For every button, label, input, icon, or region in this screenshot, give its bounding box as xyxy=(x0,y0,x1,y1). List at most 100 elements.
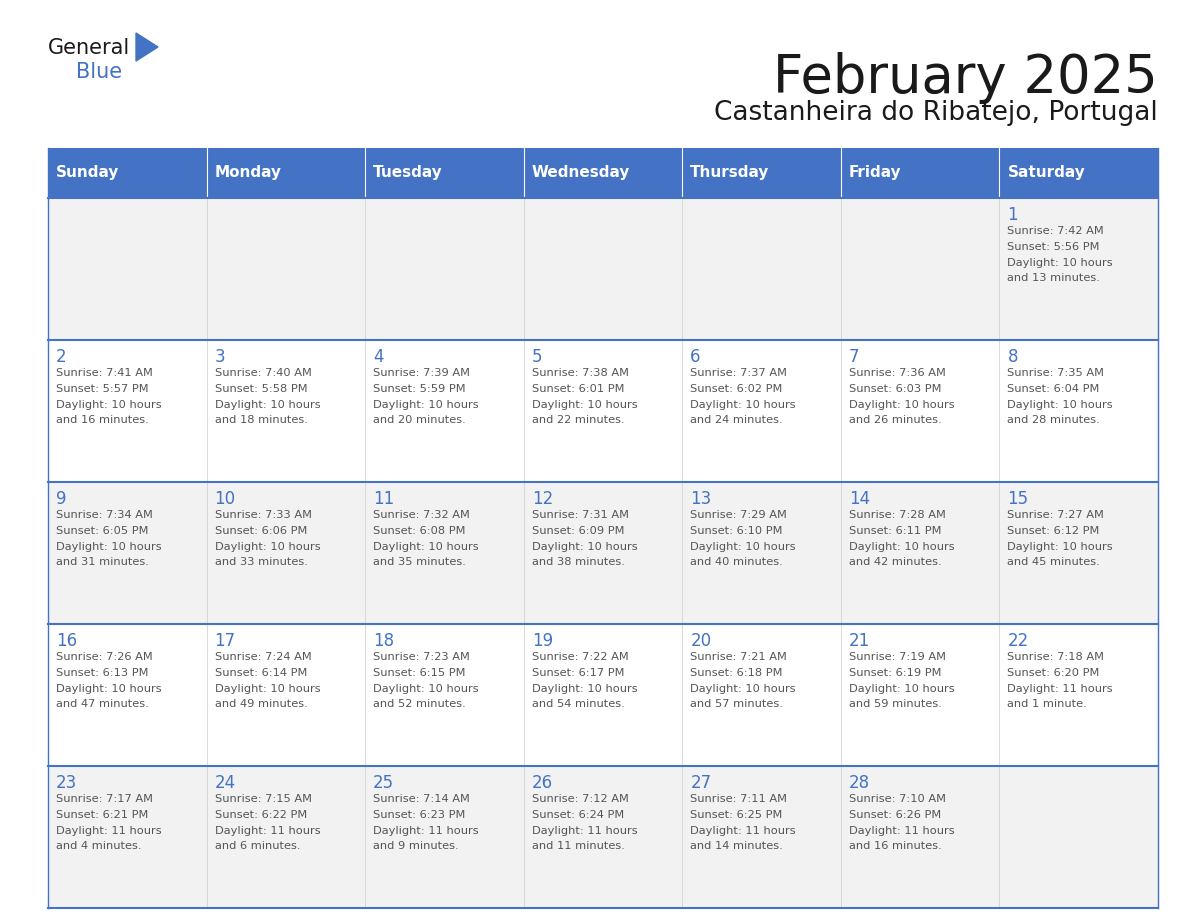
Text: Daylight: 10 hours: Daylight: 10 hours xyxy=(1007,258,1113,268)
Text: 25: 25 xyxy=(373,774,394,792)
Text: and 47 minutes.: and 47 minutes. xyxy=(56,699,148,709)
Text: Sunrise: 7:27 AM: Sunrise: 7:27 AM xyxy=(1007,510,1105,520)
Text: Sunset: 5:58 PM: Sunset: 5:58 PM xyxy=(215,384,308,394)
Text: Sunrise: 7:35 AM: Sunrise: 7:35 AM xyxy=(1007,368,1105,378)
Text: Daylight: 10 hours: Daylight: 10 hours xyxy=(215,400,321,410)
Bar xyxy=(48,482,1158,624)
Text: 10: 10 xyxy=(215,490,235,508)
Text: February 2025: February 2025 xyxy=(773,52,1158,104)
Text: Sunrise: 7:22 AM: Sunrise: 7:22 AM xyxy=(532,652,628,662)
Text: 4: 4 xyxy=(373,348,384,366)
Text: Daylight: 10 hours: Daylight: 10 hours xyxy=(532,542,637,552)
Text: Sunset: 6:13 PM: Sunset: 6:13 PM xyxy=(56,668,148,678)
Bar xyxy=(524,148,682,198)
Text: Sunrise: 7:39 AM: Sunrise: 7:39 AM xyxy=(373,368,470,378)
Text: Sunset: 6:18 PM: Sunset: 6:18 PM xyxy=(690,668,783,678)
Bar xyxy=(48,148,207,198)
Text: Saturday: Saturday xyxy=(1007,165,1085,181)
Text: Sunrise: 7:34 AM: Sunrise: 7:34 AM xyxy=(56,510,153,520)
Text: 21: 21 xyxy=(849,632,870,650)
Text: Sunset: 6:03 PM: Sunset: 6:03 PM xyxy=(849,384,941,394)
Text: and 1 minute.: and 1 minute. xyxy=(1007,699,1087,709)
Text: and 18 minutes.: and 18 minutes. xyxy=(215,415,308,425)
Text: Daylight: 11 hours: Daylight: 11 hours xyxy=(1007,684,1113,694)
Text: Sunset: 6:08 PM: Sunset: 6:08 PM xyxy=(373,526,466,536)
Text: 9: 9 xyxy=(56,490,67,508)
Text: and 35 minutes.: and 35 minutes. xyxy=(373,557,466,567)
Text: 17: 17 xyxy=(215,632,235,650)
Text: and 38 minutes.: and 38 minutes. xyxy=(532,557,625,567)
Text: Daylight: 10 hours: Daylight: 10 hours xyxy=(373,684,479,694)
Text: and 11 minutes.: and 11 minutes. xyxy=(532,841,625,851)
Text: Sunrise: 7:31 AM: Sunrise: 7:31 AM xyxy=(532,510,628,520)
Text: 11: 11 xyxy=(373,490,394,508)
Text: and 45 minutes.: and 45 minutes. xyxy=(1007,557,1100,567)
Bar xyxy=(207,148,365,198)
Bar xyxy=(48,198,1158,340)
Text: Daylight: 10 hours: Daylight: 10 hours xyxy=(56,400,162,410)
Text: Sunset: 6:01 PM: Sunset: 6:01 PM xyxy=(532,384,624,394)
Text: Sunset: 5:59 PM: Sunset: 5:59 PM xyxy=(373,384,466,394)
Text: Daylight: 10 hours: Daylight: 10 hours xyxy=(532,400,637,410)
Text: 2: 2 xyxy=(56,348,67,366)
Text: 8: 8 xyxy=(1007,348,1018,366)
Text: 6: 6 xyxy=(690,348,701,366)
Text: Wednesday: Wednesday xyxy=(532,165,630,181)
Text: and 31 minutes.: and 31 minutes. xyxy=(56,557,148,567)
Text: Sunset: 6:21 PM: Sunset: 6:21 PM xyxy=(56,810,148,820)
Bar xyxy=(48,766,1158,908)
Text: Daylight: 10 hours: Daylight: 10 hours xyxy=(690,400,796,410)
Text: 19: 19 xyxy=(532,632,552,650)
Text: 5: 5 xyxy=(532,348,542,366)
Text: 16: 16 xyxy=(56,632,77,650)
Bar xyxy=(365,148,524,198)
Text: Sunset: 6:09 PM: Sunset: 6:09 PM xyxy=(532,526,624,536)
Text: 15: 15 xyxy=(1007,490,1029,508)
Text: Daylight: 11 hours: Daylight: 11 hours xyxy=(690,826,796,836)
Text: Sunrise: 7:14 AM: Sunrise: 7:14 AM xyxy=(373,794,470,804)
Text: Sunrise: 7:23 AM: Sunrise: 7:23 AM xyxy=(373,652,470,662)
Text: Sunset: 6:26 PM: Sunset: 6:26 PM xyxy=(849,810,941,820)
Text: Sunrise: 7:17 AM: Sunrise: 7:17 AM xyxy=(56,794,153,804)
Text: Sunrise: 7:36 AM: Sunrise: 7:36 AM xyxy=(849,368,946,378)
Text: Sunset: 6:17 PM: Sunset: 6:17 PM xyxy=(532,668,624,678)
Text: Sunrise: 7:10 AM: Sunrise: 7:10 AM xyxy=(849,794,946,804)
Text: Daylight: 10 hours: Daylight: 10 hours xyxy=(690,684,796,694)
Text: Sunset: 6:15 PM: Sunset: 6:15 PM xyxy=(373,668,466,678)
Text: Sunrise: 7:29 AM: Sunrise: 7:29 AM xyxy=(690,510,788,520)
Text: Daylight: 11 hours: Daylight: 11 hours xyxy=(532,826,637,836)
Text: and 42 minutes.: and 42 minutes. xyxy=(849,557,941,567)
Text: Sunrise: 7:24 AM: Sunrise: 7:24 AM xyxy=(215,652,311,662)
Text: 22: 22 xyxy=(1007,632,1029,650)
Text: Daylight: 11 hours: Daylight: 11 hours xyxy=(215,826,321,836)
Text: Daylight: 10 hours: Daylight: 10 hours xyxy=(56,542,162,552)
Text: and 54 minutes.: and 54 minutes. xyxy=(532,699,625,709)
Text: Daylight: 10 hours: Daylight: 10 hours xyxy=(373,542,479,552)
Text: Sunset: 6:10 PM: Sunset: 6:10 PM xyxy=(690,526,783,536)
Text: Daylight: 10 hours: Daylight: 10 hours xyxy=(1007,400,1113,410)
Text: Castanheira do Ribatejo, Portugal: Castanheira do Ribatejo, Portugal xyxy=(714,100,1158,126)
Text: 27: 27 xyxy=(690,774,712,792)
Text: Daylight: 11 hours: Daylight: 11 hours xyxy=(849,826,954,836)
Text: Sunrise: 7:12 AM: Sunrise: 7:12 AM xyxy=(532,794,628,804)
Text: Daylight: 11 hours: Daylight: 11 hours xyxy=(373,826,479,836)
Text: Sunset: 6:14 PM: Sunset: 6:14 PM xyxy=(215,668,307,678)
Text: Sunrise: 7:21 AM: Sunrise: 7:21 AM xyxy=(690,652,788,662)
Text: Sunset: 6:25 PM: Sunset: 6:25 PM xyxy=(690,810,783,820)
Text: and 14 minutes.: and 14 minutes. xyxy=(690,841,783,851)
Text: Daylight: 10 hours: Daylight: 10 hours xyxy=(1007,542,1113,552)
Text: 18: 18 xyxy=(373,632,394,650)
Text: Sunday: Sunday xyxy=(56,165,119,181)
Text: 28: 28 xyxy=(849,774,870,792)
Text: Blue: Blue xyxy=(76,62,122,82)
Text: 23: 23 xyxy=(56,774,77,792)
Bar xyxy=(48,340,1158,482)
Text: Sunrise: 7:18 AM: Sunrise: 7:18 AM xyxy=(1007,652,1105,662)
Text: Daylight: 10 hours: Daylight: 10 hours xyxy=(849,684,954,694)
Text: Daylight: 10 hours: Daylight: 10 hours xyxy=(532,684,637,694)
Text: and 49 minutes.: and 49 minutes. xyxy=(215,699,308,709)
Text: Daylight: 10 hours: Daylight: 10 hours xyxy=(56,684,162,694)
Text: Sunset: 6:04 PM: Sunset: 6:04 PM xyxy=(1007,384,1100,394)
Text: Monday: Monday xyxy=(215,165,282,181)
Bar xyxy=(682,148,841,198)
